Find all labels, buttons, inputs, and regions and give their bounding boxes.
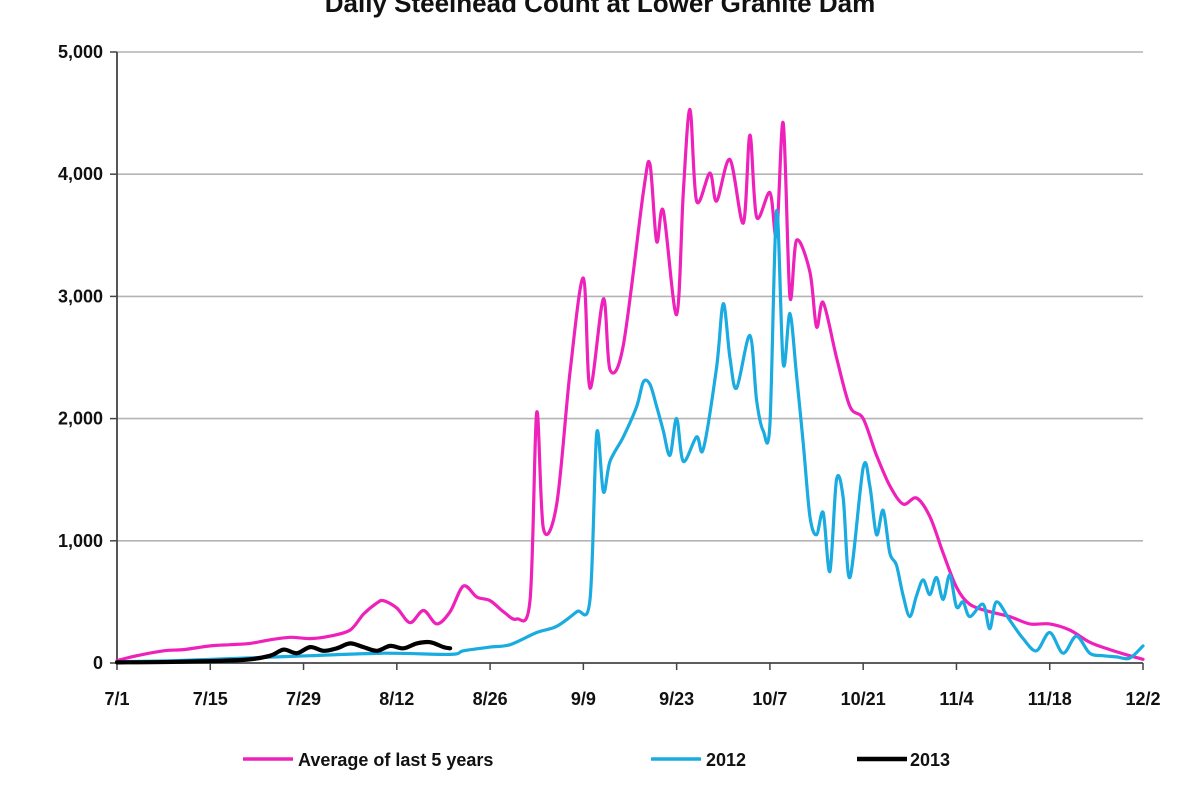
series-average-line (115, 107, 1145, 663)
legend-label: 2013 (910, 750, 950, 770)
y-tick-label: 1,000 (58, 531, 103, 551)
x-tick-label: 7/1 (104, 689, 129, 709)
axis-layer: 0 1,000 2,000 3,000 4,000 5,000 7/1 7/15 7/29 8/1… (58, 42, 1161, 709)
legend-label: Average of last 5 years (298, 750, 493, 770)
legend-item-average: Average of last 5 years (243, 750, 493, 770)
legend: Average of last 5 years 2012 2013 (243, 750, 950, 770)
y-tick-label: 5,000 (58, 42, 103, 62)
x-tick-label: 10/21 (841, 689, 886, 709)
x-tick-label: 7/29 (286, 689, 321, 709)
chart-title: Daily Steelhead Count at Lower Granite D… (325, 0, 875, 18)
x-tick-label: 11/18 (1028, 689, 1072, 709)
x-tick-label: 11/4 (939, 689, 973, 709)
x-tick-label: 8/12 (379, 689, 414, 709)
y-tick-label: 4,000 (58, 164, 103, 184)
y-tick-label: 0 (93, 653, 103, 673)
x-tick-label: 12/2 (1125, 689, 1160, 709)
series-2012-line (115, 209, 1145, 664)
y-tick-label: 3,000 (58, 286, 103, 306)
series-layer (114, 107, 1145, 665)
x-tick-label: 7/15 (193, 689, 228, 709)
legend-item-2012: 2012 (651, 750, 746, 770)
x-tick-label: 10/7 (752, 689, 787, 709)
x-tick-label: 8/26 (473, 689, 508, 709)
y-tick-label: 2,000 (58, 409, 103, 429)
legend-label: 2012 (706, 750, 746, 770)
x-tick-label: 9/9 (571, 689, 596, 709)
legend-item-2013: 2013 (857, 750, 950, 770)
x-tick-label: 9/23 (659, 689, 694, 709)
series-2013-line (114, 639, 453, 665)
